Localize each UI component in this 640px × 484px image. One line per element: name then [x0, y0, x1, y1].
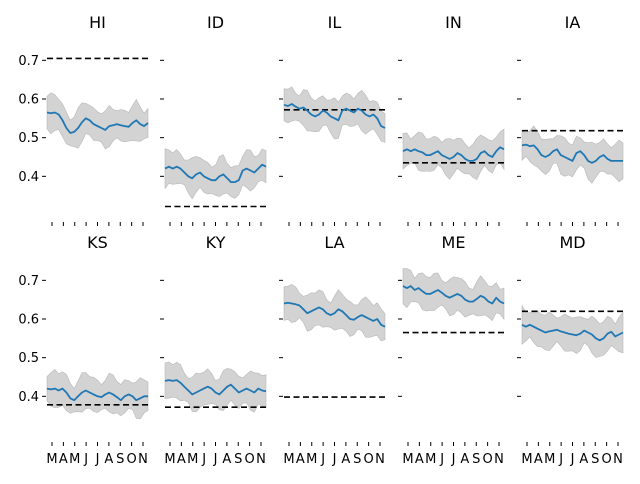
x-tick-label: J — [320, 452, 325, 467]
panel-title: IA — [565, 13, 581, 32]
x-tick-label: A — [177, 452, 186, 467]
panel-title: ID — [207, 13, 224, 32]
series-line — [521, 143, 623, 164]
series-line — [164, 163, 267, 184]
panel-il: IL — [279, 13, 386, 226]
x-tick-label: J — [201, 452, 206, 467]
series-line — [521, 323, 624, 342]
x-tick-label: J — [213, 452, 218, 467]
x-tick-label: S — [234, 452, 242, 467]
x-tick-label: N — [375, 452, 385, 467]
panel-title: KS — [87, 233, 108, 252]
y-tick-label: 0.4 — [18, 390, 39, 405]
x-tick-label: M — [69, 452, 80, 467]
x-tick-label: O — [483, 452, 493, 467]
x-tick-label: A — [534, 452, 543, 467]
series-line — [46, 111, 149, 134]
x-tick-label: M — [402, 452, 413, 467]
panel-ky: KYM A M J J A S O N — [160, 233, 267, 467]
uncertainty-band — [164, 148, 267, 200]
x-tick-label: J — [558, 452, 563, 467]
x-tick-label: O — [245, 452, 255, 467]
x-tick-label: N — [613, 452, 623, 467]
panel-id: ID — [160, 13, 267, 226]
x-tick-label: A — [296, 452, 305, 467]
uncertainty-band — [521, 305, 624, 358]
panel-hi: HI 0.4 0.5 0.6 0.7 — [18, 13, 149, 226]
uncertainty-band — [46, 369, 149, 420]
panel-md: MDM A M J J A S O N — [517, 233, 624, 467]
x-tick-label: M — [425, 452, 436, 467]
panel-ks: KS0.40.50.60.7M A M J J A S O N — [18, 233, 149, 467]
x-tick-label: J — [439, 452, 444, 467]
x-tick-label: M — [187, 452, 198, 467]
x-tick-label: S — [472, 452, 480, 467]
panel-title: KY — [206, 233, 226, 252]
x-tick-label: A — [222, 452, 231, 467]
x-tick-label: N — [138, 452, 148, 467]
y-tick-label: 0.4 — [18, 170, 39, 185]
x-tick-label: M — [46, 452, 57, 467]
x-tick-label: J — [451, 452, 456, 467]
x-tick-label: A — [579, 452, 588, 467]
y-tick-label: 0.7 — [18, 274, 39, 289]
panel-la: LAM A M J J A S O N — [279, 233, 386, 467]
y-tick-label: 0.5 — [18, 131, 39, 146]
series-line — [402, 146, 505, 162]
x-tick-label: M — [283, 452, 294, 467]
panel-title: LA — [324, 233, 344, 252]
uncertainty-band — [521, 125, 624, 184]
x-tick-label: S — [116, 452, 124, 467]
uncertainty-band — [283, 86, 386, 143]
x-tick-label: A — [341, 452, 350, 467]
x-tick-label: S — [353, 452, 361, 467]
x-tick-label: J — [83, 452, 88, 467]
x-tick-label: J — [570, 452, 575, 467]
panel-title: MD — [559, 233, 585, 252]
x-tick-label: M — [521, 452, 532, 467]
panel-in: IN — [398, 13, 505, 226]
y-tick-label: 0.5 — [18, 351, 39, 366]
y-tick-label: 0.6 — [18, 93, 39, 108]
series-line — [283, 301, 386, 328]
x-tick-label: M — [306, 452, 317, 467]
x-tick-label: A — [59, 452, 68, 467]
panel-title: IL — [328, 13, 342, 32]
x-tick-label: O — [602, 452, 612, 467]
x-tick-label: M — [544, 452, 555, 467]
x-tick-label: N — [256, 452, 266, 467]
panel-title: IN — [445, 13, 462, 32]
x-tick-label: O — [127, 452, 137, 467]
series-line — [402, 285, 505, 305]
panel-ia: IA — [517, 13, 624, 226]
x-tick-label: A — [415, 452, 424, 467]
panel-title: HI — [89, 13, 106, 32]
y-tick-label: 0.7 — [18, 54, 39, 69]
y-tick-label: 0.6 — [18, 313, 39, 328]
series-line — [164, 379, 267, 396]
x-tick-label: J — [332, 452, 337, 467]
uncertainty-band — [164, 361, 267, 413]
panel-title: ME — [442, 233, 466, 252]
uncertainty-band — [402, 128, 505, 181]
x-tick-label: N — [494, 452, 504, 467]
uncertainty-band — [402, 268, 505, 322]
x-tick-label: S — [591, 452, 599, 467]
x-tick-label: O — [364, 452, 374, 467]
uncertainty-band — [46, 92, 149, 150]
x-tick-label: J — [95, 452, 100, 467]
series-line — [46, 387, 148, 402]
x-tick-label: A — [460, 452, 469, 467]
x-tick-label: A — [104, 452, 113, 467]
x-tick-label: M — [164, 452, 175, 467]
panel-me: MEM A M J J A S O N — [398, 233, 505, 467]
series-line — [283, 103, 386, 129]
